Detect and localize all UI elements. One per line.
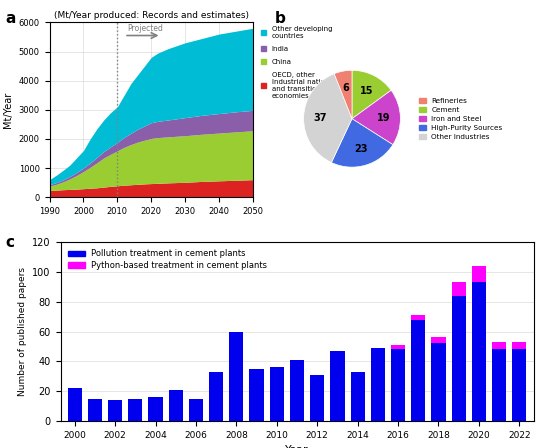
- Legend: Other developing
countries, India, China, OECD, other
Industrial nations
and tra: Other developing countries, India, China…: [261, 26, 333, 99]
- Text: Projected: Projected: [128, 25, 163, 34]
- Text: c: c: [6, 235, 14, 250]
- Bar: [128, 399, 142, 421]
- Bar: [431, 337, 446, 421]
- Text: 23: 23: [354, 144, 367, 154]
- Text: a: a: [6, 11, 16, 26]
- Bar: [452, 282, 466, 296]
- Y-axis label: Mt/Year: Mt/Year: [3, 92, 13, 128]
- Bar: [512, 342, 526, 421]
- Text: b: b: [275, 11, 286, 26]
- Legend: Refineries, Cement, Iron and Steel, High-Purity Sources, Other Industries: Refineries, Cement, Iron and Steel, High…: [416, 95, 505, 142]
- Text: 37: 37: [314, 113, 327, 123]
- Bar: [371, 348, 385, 421]
- Bar: [472, 266, 486, 421]
- Bar: [108, 400, 122, 421]
- Bar: [290, 360, 304, 421]
- Bar: [209, 372, 223, 421]
- Text: 15: 15: [360, 86, 373, 96]
- Bar: [148, 397, 163, 421]
- Bar: [472, 266, 486, 282]
- Bar: [512, 342, 526, 349]
- Wedge shape: [352, 70, 391, 119]
- Bar: [331, 351, 344, 421]
- Bar: [250, 369, 263, 421]
- Wedge shape: [352, 90, 400, 145]
- Bar: [270, 367, 284, 421]
- Bar: [189, 399, 203, 421]
- Legend: Pollution treatment in cement plants, Python-based treatment in cement plants: Pollution treatment in cement plants, Py…: [65, 246, 271, 273]
- Bar: [391, 345, 405, 421]
- Wedge shape: [334, 70, 352, 119]
- Bar: [88, 399, 102, 421]
- Bar: [391, 345, 405, 349]
- Bar: [411, 315, 425, 319]
- Bar: [492, 342, 506, 349]
- Text: 6: 6: [343, 83, 349, 93]
- Wedge shape: [304, 74, 352, 163]
- Bar: [411, 315, 425, 421]
- Bar: [310, 375, 324, 421]
- Bar: [229, 332, 244, 421]
- Wedge shape: [332, 119, 393, 167]
- Bar: [68, 388, 82, 421]
- Bar: [169, 390, 183, 421]
- Bar: [350, 372, 365, 421]
- X-axis label: Year: Year: [285, 445, 309, 448]
- Y-axis label: Number of published papers: Number of published papers: [18, 267, 27, 396]
- Bar: [452, 282, 466, 421]
- Bar: [431, 337, 446, 344]
- Title: (Mt/Year produced: Records and estimates): (Mt/Year produced: Records and estimates…: [54, 11, 249, 20]
- Text: 19: 19: [377, 113, 390, 123]
- Bar: [492, 342, 506, 421]
